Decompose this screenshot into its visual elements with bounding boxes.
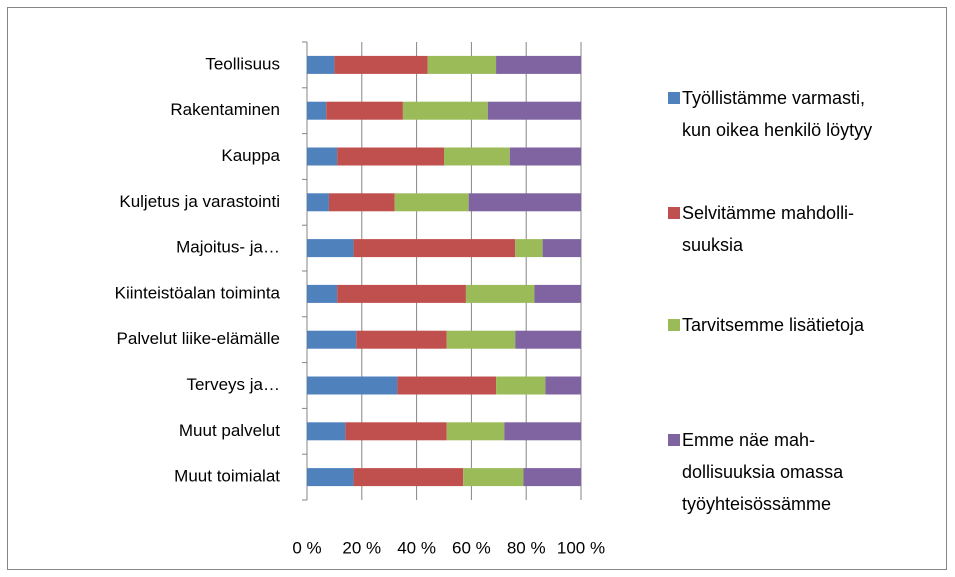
bar-segment (307, 468, 354, 487)
bar-segment (487, 101, 581, 120)
bar-segment (307, 284, 338, 303)
bar-segment (463, 468, 524, 487)
y-tick-label: Muut toimialat (174, 467, 280, 486)
legend-label: Tarvitsemme lisätietoja (682, 315, 865, 335)
legend-item: Työllistämme varmasti, kun oikea henkilö… (668, 82, 872, 146)
y-tick-label: Kauppa (221, 146, 280, 165)
bar-segment (545, 376, 581, 395)
x-tick-label: 60 % (452, 538, 491, 557)
y-tick-label: Majoitus- ja… (176, 238, 280, 257)
bar-segment (353, 468, 464, 487)
y-tick-label: Rakentaminen (170, 100, 280, 119)
bar-segment (534, 284, 581, 303)
bar-segment (509, 147, 581, 166)
legend-label: Emme näe mah- dollisuuksia omassa työyht… (682, 430, 844, 514)
legend-swatch (668, 207, 680, 219)
bar-segment (402, 101, 488, 120)
y-tick-label: Muut palvelut (179, 421, 280, 440)
bar-segment (307, 101, 327, 120)
x-tick-label: 0 % (292, 538, 321, 557)
bar-segment (542, 239, 581, 258)
bar-segment (328, 193, 395, 212)
x-tick-label: 80 % (507, 538, 546, 557)
bar-segment (307, 55, 335, 74)
legend-item: Emme näe mah- dollisuuksia omassa työyht… (668, 424, 843, 520)
bar-segment (356, 330, 447, 349)
bar-segment (307, 376, 398, 395)
y-tick-label: Kuljetus ja varastointi (119, 192, 280, 211)
bar-segment (465, 284, 535, 303)
y-tick-label: Palvelut liike-elämälle (117, 329, 280, 348)
y-tick-label: Terveys ja… (186, 375, 280, 394)
bar-segment (394, 193, 469, 212)
bar-segment (446, 330, 516, 349)
y-tick-label: Kiinteistöalan toiminta (115, 283, 281, 302)
bar-segment (504, 422, 581, 441)
y-tick-label: Teollisuus (205, 54, 280, 73)
x-tick-label: 40 % (397, 538, 436, 557)
bar-segment (397, 376, 497, 395)
bar-segment (307, 193, 329, 212)
legend-swatch (668, 434, 680, 446)
legend-label: Selvitämme mahdolli- suuksia (682, 203, 855, 255)
bar-segment (307, 422, 346, 441)
bar-segment (337, 284, 466, 303)
bar-segment (334, 55, 428, 74)
x-tick-label: 20 % (342, 538, 381, 557)
bar-segment (446, 422, 505, 441)
bar-segment (523, 468, 581, 487)
bar-segment (353, 239, 516, 258)
bar-segment (468, 193, 581, 212)
bar-segment (515, 239, 543, 258)
bar-segment (427, 55, 497, 74)
bar-segment (496, 376, 546, 395)
bar-segment (307, 330, 357, 349)
bar-segment (307, 147, 338, 166)
bar-segment (345, 422, 447, 441)
legend-label: Työllistämme varmasti, kun oikea henkilö… (682, 88, 873, 140)
x-tick-label: 100 % (557, 538, 605, 557)
legend-swatch (668, 92, 680, 104)
legend-item: Tarvitsemme lisätietoja (668, 309, 864, 341)
legend-swatch (668, 319, 680, 331)
bar-segment (307, 239, 354, 258)
legend-item: Selvitämme mahdolli- suuksia (668, 197, 854, 261)
bar-segment (515, 330, 581, 349)
bar-segment (496, 55, 581, 74)
bar-segment (326, 101, 403, 120)
bar-segment (444, 147, 510, 166)
bar-segment (337, 147, 444, 166)
